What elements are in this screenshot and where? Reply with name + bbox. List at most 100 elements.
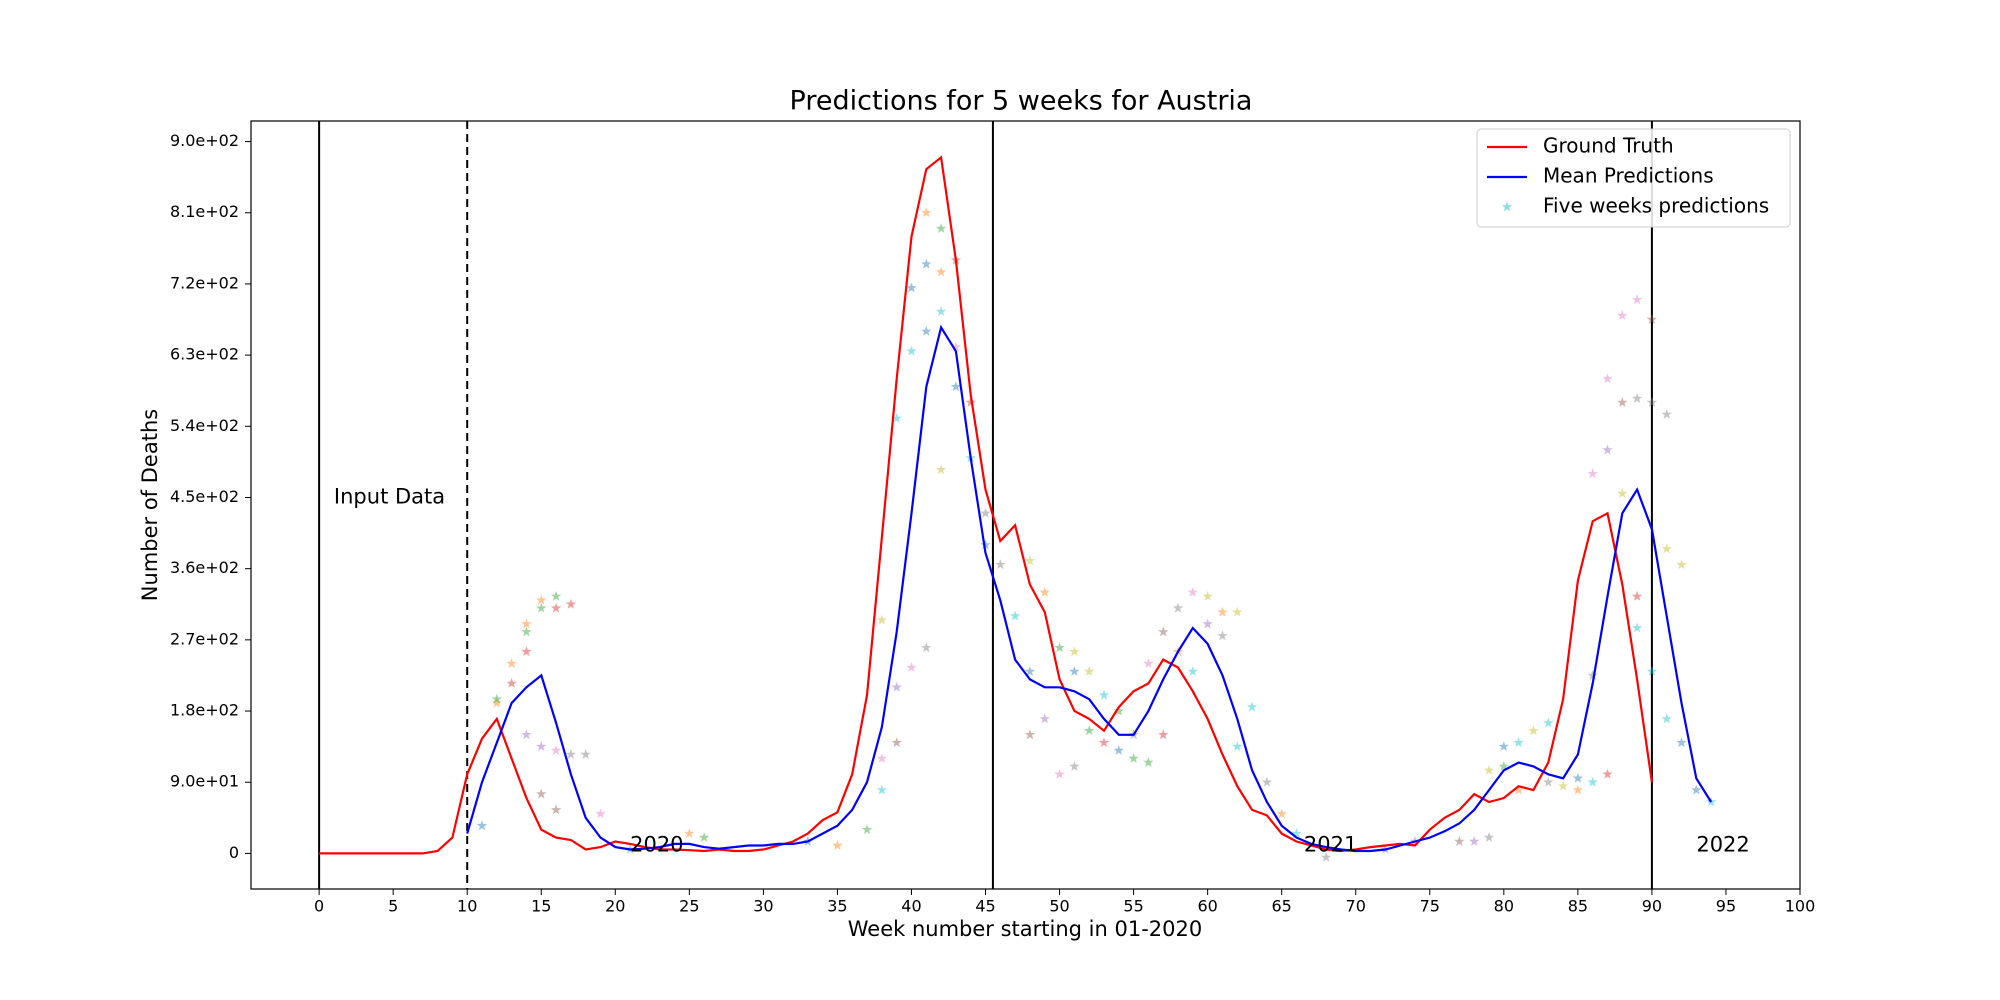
star-point <box>521 646 532 657</box>
star-point <box>1587 468 1598 479</box>
star-point <box>550 745 562 755</box>
y-tick-label: 7.2e+02 <box>170 273 239 292</box>
star-point <box>550 602 562 613</box>
x-tick-label: 55 <box>1123 897 1143 916</box>
star-point <box>1602 768 1613 779</box>
star-point <box>521 626 532 637</box>
star-point <box>1572 772 1584 783</box>
x-tick-label: 100 <box>1785 897 1816 916</box>
annotation: 2022 <box>1696 832 1749 856</box>
star-point <box>1617 397 1628 407</box>
star-point <box>1498 741 1510 752</box>
star-point <box>921 207 932 218</box>
star-point <box>950 381 962 392</box>
star-point <box>921 642 932 653</box>
star-point <box>1661 408 1672 419</box>
star-point <box>1069 666 1080 676</box>
star-point <box>1617 488 1628 498</box>
star-point <box>1232 741 1243 752</box>
x-tick-label: 10 <box>457 897 477 916</box>
series-line <box>466 324 1713 853</box>
star-point <box>536 788 547 799</box>
annotation: Input Data <box>334 484 445 508</box>
star-point <box>1498 760 1510 771</box>
star-point <box>1158 626 1169 637</box>
star-point <box>580 749 591 759</box>
star-point <box>536 741 547 752</box>
star-point <box>1202 618 1213 629</box>
y-tick-label: 9.0e+02 <box>170 131 239 150</box>
star-point <box>921 258 932 269</box>
x-tick-label: 0 <box>314 897 324 916</box>
x-tick-label: 65 <box>1272 897 1292 916</box>
star-point <box>1098 689 1110 700</box>
star-point <box>861 824 873 835</box>
star-point <box>1661 713 1672 724</box>
star-point <box>1631 294 1643 305</box>
star-point <box>1646 397 1658 407</box>
star-point <box>1661 543 1672 554</box>
x-tick-label: 85 <box>1568 897 1588 916</box>
star-point <box>1232 606 1243 617</box>
series-line <box>319 155 1653 855</box>
star-point <box>980 507 991 518</box>
star-point <box>506 677 517 688</box>
x-tick-label: 35 <box>827 897 847 916</box>
star-point <box>1009 610 1021 621</box>
x-axis-label: Week number starting in 01-2020 <box>848 917 1202 941</box>
star-point <box>1483 832 1495 842</box>
star-point <box>565 749 577 759</box>
x-tick-label: 90 <box>1642 897 1662 916</box>
legend-label: Five weeks predictions <box>1543 194 1769 218</box>
star-point <box>684 828 695 839</box>
legend-label: Ground Truth <box>1543 134 1674 158</box>
y-tick-label: 2.7e+02 <box>170 629 239 648</box>
star-point <box>1631 393 1643 404</box>
x-tick-label: 70 <box>1346 897 1366 916</box>
star-point <box>521 618 532 629</box>
star-point <box>876 614 888 625</box>
star-point <box>1024 729 1036 740</box>
star-point <box>1631 590 1643 601</box>
x-tick-label: 5 <box>388 897 398 916</box>
star-point <box>876 753 888 763</box>
star-point <box>506 658 517 668</box>
star-point <box>565 598 577 609</box>
star-point <box>1054 642 1065 653</box>
star-point <box>980 539 991 550</box>
plot-area <box>318 121 1717 889</box>
star-point <box>1202 590 1213 601</box>
star-point <box>1276 808 1287 819</box>
annotation: 2020 <box>630 832 683 856</box>
star-point <box>1587 776 1598 787</box>
star-point <box>536 594 547 605</box>
star-point <box>1024 555 1036 566</box>
star-point <box>906 662 917 672</box>
x-tick-label: 25 <box>679 897 699 916</box>
y-tick-label: 5.4e+02 <box>170 416 239 435</box>
star-point <box>1172 602 1184 613</box>
star-point <box>1069 760 1080 771</box>
star-point <box>1602 373 1613 384</box>
star-point <box>876 784 888 795</box>
star-point <box>1454 836 1465 846</box>
star-point <box>1557 780 1569 791</box>
y-tick-label: 0 <box>229 843 239 862</box>
star-point <box>1631 622 1643 633</box>
star-point <box>965 397 976 407</box>
y-tick-label: 1.8e+02 <box>170 701 239 720</box>
x-tick-label: 20 <box>605 897 625 916</box>
x-tick-label: 95 <box>1716 897 1736 916</box>
star-point <box>1039 586 1050 597</box>
star-point <box>550 590 562 601</box>
x-tick-label: 60 <box>1197 897 1217 916</box>
star-point <box>698 832 710 842</box>
star-point <box>891 412 902 423</box>
star-point <box>1572 784 1584 795</box>
star-point <box>891 737 902 748</box>
x-tick-label: 50 <box>1049 897 1069 916</box>
star-point <box>491 697 503 708</box>
y-tick-label: 6.3e+02 <box>170 345 239 364</box>
star-point <box>1113 745 1124 755</box>
